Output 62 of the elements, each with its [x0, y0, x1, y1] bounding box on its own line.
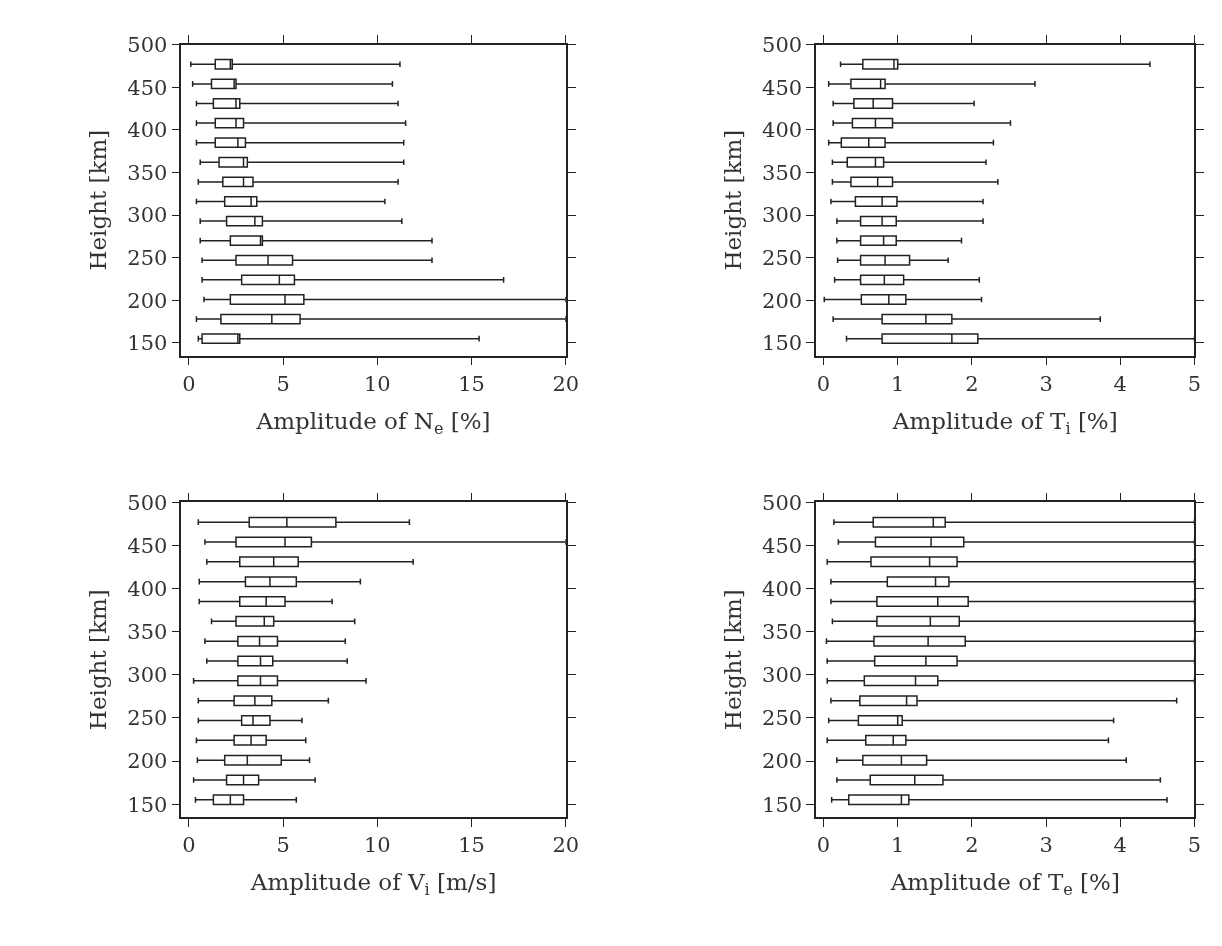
y-tick-label: 500 [127, 33, 168, 58]
x-axis-title: Amplitude of V$_{i}$ [m/s] [249, 869, 497, 899]
y-axis-title: Height [km] [719, 129, 746, 271]
x-tick-label: 0 [816, 371, 831, 396]
x-tick-label: 20 [552, 371, 580, 396]
y-tick-label: 400 [762, 576, 803, 601]
y-tick-label: 350 [762, 160, 803, 185]
y-tick-label: 350 [127, 160, 168, 185]
y-tick-label: 300 [127, 663, 168, 688]
x-tick-label: 4 [1113, 833, 1127, 858]
y-tick-label: 400 [127, 118, 168, 143]
x-tick-label: 5 [1187, 833, 1202, 858]
x-tick-label: 3 [1039, 833, 1053, 858]
y-tick-label: 250 [127, 706, 168, 731]
y-tick-label: 250 [127, 246, 168, 271]
y-tick-label: 150 [762, 331, 803, 356]
x-axis-title: Amplitude of T$_{e}$ [%] [889, 869, 1120, 899]
x-axis-title: Amplitude of T$_{i}$ [%] [891, 407, 1118, 438]
x-axis-title: Amplitude of N$_{e}$ [%] [255, 407, 491, 438]
y-tick-label: 150 [127, 792, 168, 817]
y-tick-label: 450 [127, 533, 168, 558]
y-tick-label: 450 [762, 533, 803, 558]
y-tick-label: 500 [762, 490, 803, 515]
x-tick-label: 1 [891, 371, 905, 396]
y-tick-label: 350 [762, 620, 803, 645]
x-tick-label: 5 [276, 833, 290, 858]
y-tick-label: 200 [127, 288, 168, 313]
y-tick-label: 200 [762, 749, 803, 774]
y-tick-label: 400 [762, 118, 803, 143]
x-tick-label: 5 [1187, 371, 1202, 396]
y-tick-label: 150 [762, 792, 803, 817]
y-tick-label: 250 [762, 246, 803, 271]
y-axis-title: Height [km] [85, 589, 112, 731]
y-tick-label: 350 [127, 620, 168, 645]
x-tick-label: 15 [458, 371, 485, 396]
x-tick-label: 0 [182, 371, 196, 396]
y-tick-label: 300 [127, 203, 168, 228]
y-axis-title: Height [km] [719, 589, 746, 731]
x-tick-label: 20 [552, 833, 580, 858]
y-tick-label: 150 [127, 331, 168, 356]
x-tick-label: 3 [1039, 371, 1053, 396]
y-tick-label: 450 [762, 75, 803, 100]
x-tick-label: 10 [363, 371, 391, 396]
x-tick-label: 2 [965, 833, 979, 858]
y-tick-label: 300 [762, 663, 803, 688]
x-tick-label: 0 [182, 833, 196, 858]
y-axis-title: Height [km] [85, 129, 112, 271]
x-tick-label: 2 [965, 371, 979, 396]
y-tick-label: 400 [127, 576, 168, 601]
y-tick-label: 250 [762, 706, 803, 731]
x-tick-label: 10 [363, 833, 391, 858]
x-tick-label: 5 [276, 371, 290, 396]
x-tick-label: 15 [458, 833, 485, 858]
y-tick-label: 200 [127, 749, 168, 774]
y-tick-label: 200 [762, 288, 803, 313]
y-tick-label: 450 [127, 75, 168, 100]
x-tick-label: 1 [891, 833, 905, 858]
y-tick-label: 500 [127, 490, 168, 515]
x-tick-label: 0 [816, 833, 831, 858]
y-tick-label: 500 [762, 33, 803, 58]
x-tick-label: 4 [1113, 371, 1127, 396]
y-tick-label: 300 [762, 203, 803, 228]
